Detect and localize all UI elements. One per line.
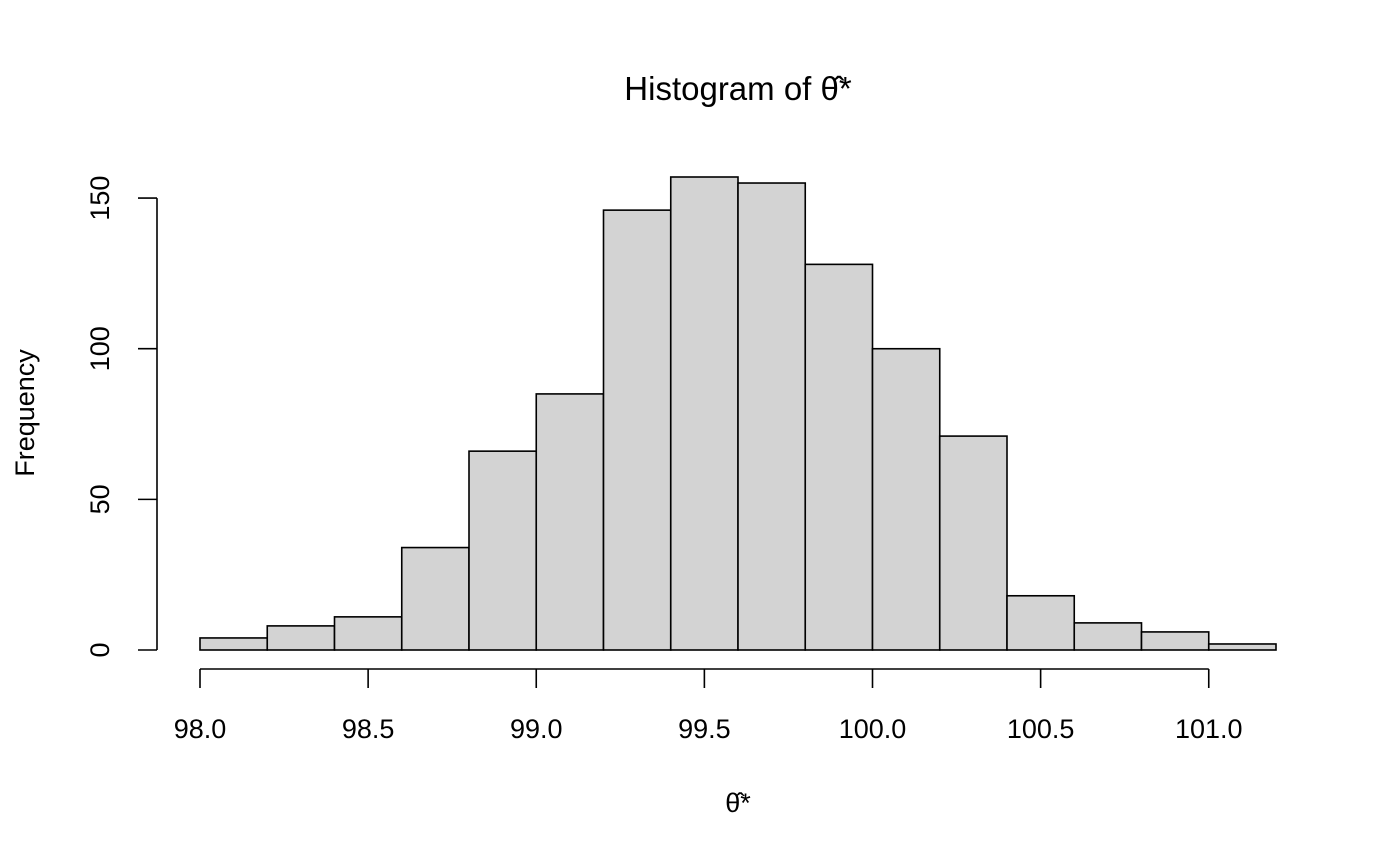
histogram-bar <box>1073 622 1143 651</box>
chart-title: Histogram of θ̂* <box>624 70 852 107</box>
histogram-bar <box>199 637 269 651</box>
histogram-bar <box>1207 643 1277 651</box>
y-tick-label: 150 <box>85 176 115 221</box>
histogram-bar <box>1140 631 1210 651</box>
histogram-bar <box>938 435 1008 651</box>
x-tick-label: 100.5 <box>1007 714 1075 744</box>
histogram-bar <box>1006 594 1076 651</box>
x-tick-label: 101.0 <box>1175 714 1243 744</box>
histogram-bar <box>535 393 605 651</box>
histogram-bar <box>266 625 336 651</box>
histogram-bar <box>400 546 470 651</box>
x-tick-label: 99.5 <box>678 714 731 744</box>
histogram-bar <box>669 176 739 651</box>
histogram-bar <box>871 347 941 651</box>
y-tick-label: 50 <box>85 484 115 514</box>
histogram-bar <box>333 616 403 651</box>
bars-group <box>199 176 1277 651</box>
y-axis-title: Frequency <box>10 349 40 477</box>
y-tick-label: 100 <box>85 326 115 371</box>
x-tick-label: 100.0 <box>839 714 907 744</box>
histogram-bar <box>602 209 672 651</box>
y-axis: 0 50 100 150 <box>85 176 158 658</box>
y-tick-label: 0 <box>85 642 115 657</box>
x-axis-title: θ̂* <box>725 788 751 818</box>
histogram-bar <box>737 182 807 651</box>
x-tick-label: 98.5 <box>342 714 395 744</box>
x-axis: 98.0 98.5 99.0 99.5 100.0 100.5 101.0 <box>174 668 1243 744</box>
x-tick-label: 99.0 <box>510 714 563 744</box>
x-tick-label: 98.0 <box>174 714 227 744</box>
histogram-bar <box>804 263 874 651</box>
histogram-bar <box>468 450 538 651</box>
